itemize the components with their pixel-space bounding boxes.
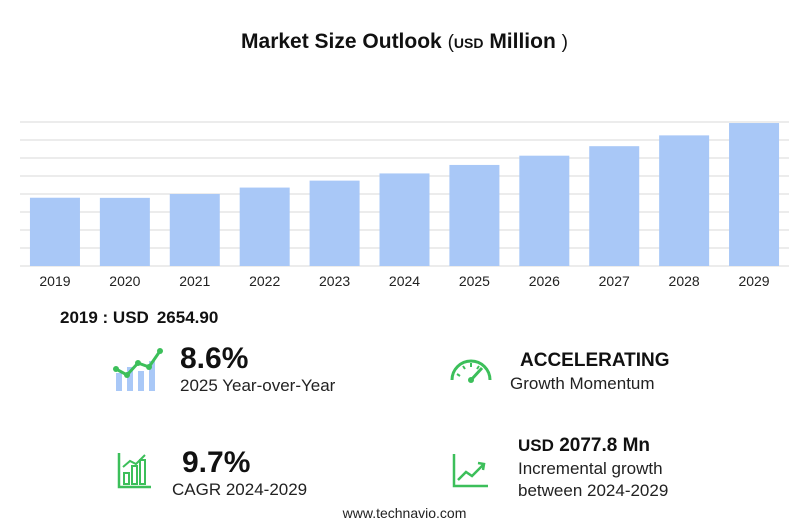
x-tick-label-2029: 2029 (738, 273, 769, 289)
title-scale: Million (489, 30, 556, 53)
bar-2029 (729, 123, 780, 267)
base-year-label: 2019 : USD 2654.90 (60, 308, 218, 328)
x-tick-label-2024: 2024 (389, 273, 420, 289)
bar-2027 (589, 146, 640, 266)
bar-2024 (379, 173, 430, 266)
kpi-incremental-unit: USD (518, 436, 554, 455)
kpi-momentum-value: ACCELERATING (520, 350, 670, 371)
bar-2025 (449, 164, 500, 266)
kpi-cagr-label: CAGR 2024-2029 (172, 480, 308, 499)
title-main: Market Size Outlook (241, 30, 442, 53)
x-tick-label-2025: 2025 (459, 273, 490, 289)
chart-title: Market Size Outlook (USD Million ) (0, 30, 809, 54)
kpi-yoy-value: 8.6% (180, 342, 249, 375)
x-tick-label-2027: 2027 (599, 273, 630, 289)
kpi-incremental-label-1: Incremental growth (518, 459, 663, 478)
title-unit: USD (453, 35, 484, 51)
bar-2019 (29, 197, 80, 266)
bar-2023 (309, 180, 360, 266)
growth-chart-icon (113, 348, 163, 391)
bar-2020 (99, 197, 150, 266)
x-tick-label-2022: 2022 (249, 273, 280, 289)
footer-source: www.technavio.com (342, 505, 467, 521)
title-open-paren: ( (447, 32, 454, 53)
x-tick-label-2021: 2021 (179, 273, 210, 289)
kpi-cagr: 9.7% CAGR 2024-2029 (172, 447, 307, 501)
trend-line-icon (452, 454, 488, 488)
base-year-prefix: 2019 : USD (60, 308, 149, 327)
kpi-yoy-label: 2025 Year-over-Year (180, 376, 336, 395)
x-tick-label-2023: 2023 (319, 273, 350, 289)
bar-2022 (239, 187, 290, 266)
x-tick-label-2020: 2020 (109, 273, 140, 289)
kpi-incremental-value-line: USD 2077.8 Mn (518, 434, 668, 458)
kpi-momentum-label: Growth Momentum (510, 374, 655, 393)
kpi-incremental-value: 2077.8 Mn (559, 435, 651, 456)
kpi-yoy: 8.6% 2025 Year-over-Year (180, 343, 335, 397)
bar-chart-icon (117, 453, 151, 489)
bar-chart: 2019 2020 2021 2022 2023 2024 2025 2026 2027 2028… (20, 121, 789, 289)
kpi-incremental-label-2: between 2024-2029 (518, 481, 669, 500)
x-tick-label-2026: 2026 (529, 273, 560, 289)
bar-2028 (659, 135, 710, 266)
kpi-incremental: USD 2077.8 Mn Incremental growth between… (518, 434, 668, 502)
kpi-momentum: ACCELERATING Growth Momentum (510, 349, 670, 395)
bar-2021 (169, 194, 220, 266)
base-year-value: 2654.90 (156, 308, 219, 327)
speedometer-icon (450, 359, 492, 383)
kpi-cagr-value: 9.7% (182, 446, 251, 479)
x-tick-label-2028: 2028 (669, 273, 700, 289)
x-tick-label-2019: 2019 (39, 273, 70, 289)
title-close-paren: ) (561, 32, 568, 53)
bar-2026 (519, 155, 570, 266)
